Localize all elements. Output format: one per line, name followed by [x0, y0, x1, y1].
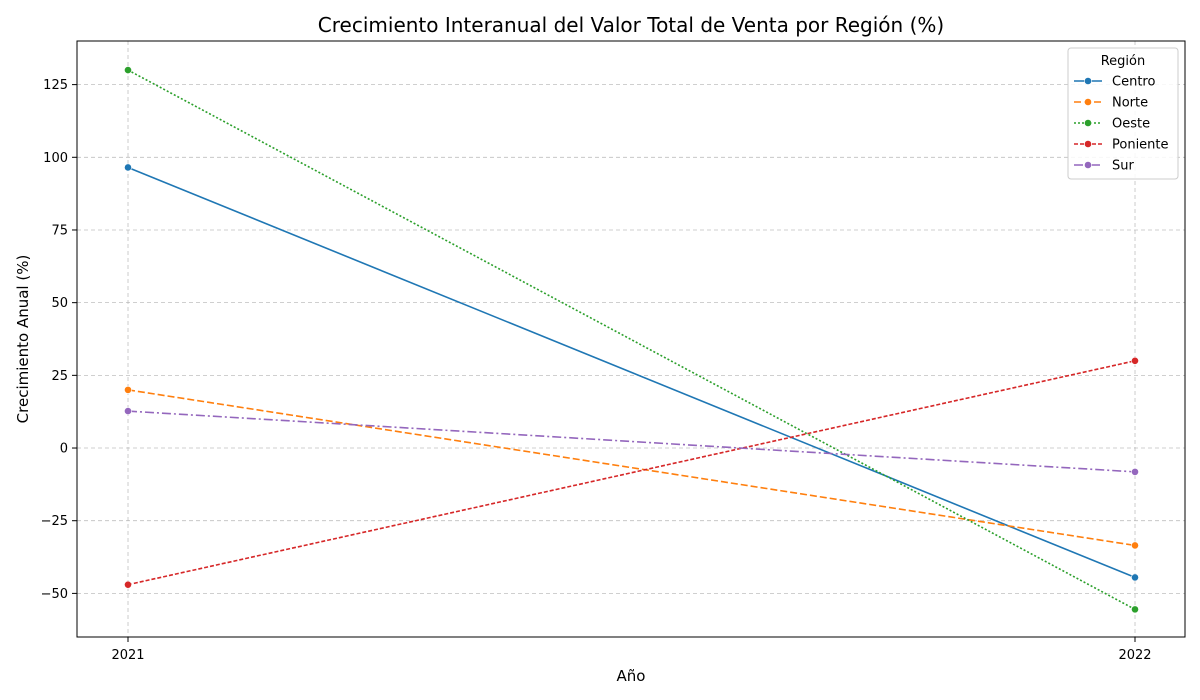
data-point-centro — [1131, 573, 1139, 582]
x-tick-label: 2021 — [111, 648, 144, 663]
legend: Región Centro Norte Oeste Poniente Sur — [1067, 47, 1179, 180]
y-tick-label: −25 — [41, 514, 68, 529]
x-axis-label: Año — [617, 667, 646, 685]
y-tick-label: 25 — [51, 369, 68, 384]
data-point-sur — [1131, 467, 1139, 476]
series-line-oeste — [127, 69, 1136, 611]
data-point-centro — [124, 163, 132, 172]
y-tick-label: 125 — [43, 78, 68, 93]
data-point-oeste — [1131, 605, 1139, 614]
series-line-centro — [127, 166, 1136, 579]
grid — [77, 41, 1185, 637]
plot-frame — [76, 40, 1186, 638]
legend-label-centro: Centro — [1112, 75, 1155, 90]
legend-label-norte: Norte — [1112, 96, 1148, 111]
y-tick-label: 100 — [43, 151, 68, 166]
legend-label-sur: Sur — [1112, 159, 1134, 174]
data-point-poniente — [124, 580, 132, 589]
legend-marker — [1084, 161, 1092, 169]
legend-marker — [1084, 140, 1092, 148]
y-tick-label: 75 — [51, 223, 68, 238]
series-layer — [124, 66, 1139, 614]
chart-title: Crecimiento Interanual del Valor Total d… — [318, 13, 944, 37]
series-line-sur — [127, 410, 1136, 473]
y-tick-label: −50 — [41, 587, 68, 602]
legend-title: Región — [1101, 54, 1146, 69]
legend-label-oeste: Oeste — [1112, 117, 1150, 132]
data-point-poniente — [1131, 356, 1139, 365]
data-point-norte — [1131, 541, 1139, 550]
x-tick-label: 2022 — [1118, 648, 1151, 663]
series-line-norte — [127, 389, 1136, 547]
legend-marker — [1084, 119, 1092, 127]
y-tick-label: 50 — [51, 296, 68, 311]
data-point-sur — [124, 407, 132, 416]
y-axis-label: Crecimiento Anual (%) — [14, 255, 32, 424]
legend-marker — [1084, 98, 1092, 106]
axis-ticks: −50 −25 0 25 50 75 100 125 2021 2022 — [41, 78, 1152, 663]
legend-label-poniente: Poniente — [1112, 138, 1169, 153]
data-point-norte — [124, 385, 132, 394]
data-point-oeste — [124, 66, 132, 74]
y-tick-label: 0 — [60, 442, 68, 457]
series-line-poniente — [127, 360, 1136, 586]
legend-marker — [1084, 77, 1092, 85]
